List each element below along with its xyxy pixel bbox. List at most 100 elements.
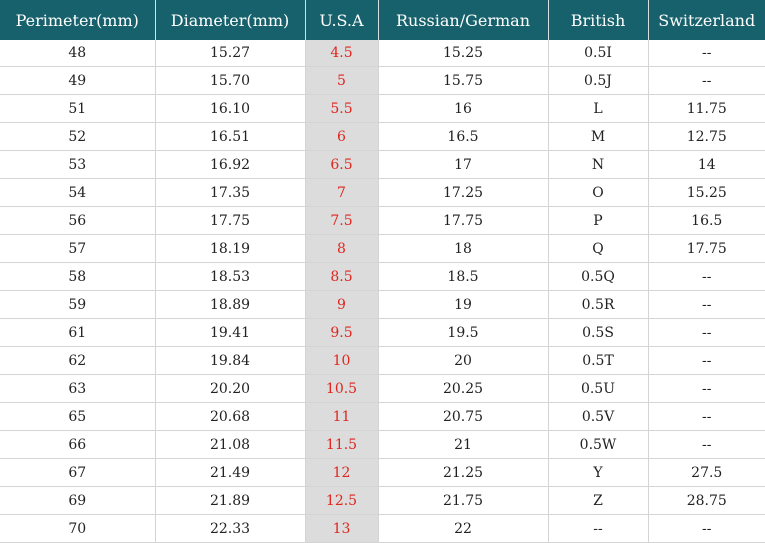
usa-cell: 7.5 bbox=[305, 206, 379, 235]
table-row: 63 20.20 10.5 20.25 0.5U -- bbox=[0, 374, 765, 403]
table-row: 70 22.33 13 22 -- -- bbox=[0, 514, 765, 543]
switzerland-cell: -- bbox=[648, 346, 765, 375]
british-cell: Y bbox=[548, 458, 649, 487]
header-row: Perimeter(mm) Diameter(mm) U.S.A Russian… bbox=[0, 0, 765, 40]
british-cell: -- bbox=[548, 514, 649, 543]
switzerland-cell: 17.75 bbox=[648, 234, 765, 263]
russian-german-cell: 17.25 bbox=[378, 178, 549, 207]
usa-cell: 8 bbox=[305, 234, 379, 263]
perimeter-cell: 62 bbox=[0, 346, 156, 375]
russian-german-cell: 22 bbox=[378, 514, 549, 543]
british-cell: Q bbox=[548, 234, 649, 263]
russian-german-cell: 16 bbox=[378, 94, 549, 123]
russian-german-cell: 15.25 bbox=[378, 40, 549, 67]
usa-cell: 6 bbox=[305, 122, 379, 151]
perimeter-cell: 52 bbox=[0, 122, 156, 151]
british-cell: O bbox=[548, 178, 649, 207]
perimeter-cell: 53 bbox=[0, 150, 156, 179]
british-cell: P bbox=[548, 206, 649, 235]
table-row: 49 15.70 5 15.75 0.5J -- bbox=[0, 66, 765, 95]
table-row: 56 17.75 7.5 17.75 P 16.5 bbox=[0, 206, 765, 235]
british-cell: Z bbox=[548, 486, 649, 515]
usa-cell: 9.5 bbox=[305, 318, 379, 347]
russian-german-cell: 20.25 bbox=[378, 374, 549, 403]
table-row: 69 21.89 12.5 21.75 Z 28.75 bbox=[0, 486, 765, 515]
perimeter-cell: 58 bbox=[0, 262, 156, 291]
russian-german-cell: 15.75 bbox=[378, 66, 549, 95]
usa-cell: 9 bbox=[305, 290, 379, 319]
table-row: 53 16.92 6.5 17 N 14 bbox=[0, 150, 765, 179]
british-cell: M bbox=[548, 122, 649, 151]
perimeter-cell: 67 bbox=[0, 458, 156, 487]
diameter-cell: 22.33 bbox=[155, 514, 306, 543]
british-cell: N bbox=[548, 150, 649, 179]
diameter-cell: 19.41 bbox=[155, 318, 306, 347]
usa-cell: 12.5 bbox=[305, 486, 379, 515]
usa-cell: 8.5 bbox=[305, 262, 379, 291]
table-header: Perimeter(mm) Diameter(mm) U.S.A Russian… bbox=[0, 0, 765, 40]
usa-cell: 13 bbox=[305, 514, 379, 543]
table-row: 48 15.27 4.5 15.25 0.5I -- bbox=[0, 40, 765, 67]
switzerland-cell: -- bbox=[648, 402, 765, 431]
switzerland-cell: -- bbox=[648, 514, 765, 543]
table-row: 65 20.68 11 20.75 0.5V -- bbox=[0, 402, 765, 431]
british-cell: 0.5V bbox=[548, 402, 649, 431]
usa-cell: 11 bbox=[305, 402, 379, 431]
switzerland-cell: -- bbox=[648, 66, 765, 95]
switzerland-cell: -- bbox=[648, 430, 765, 459]
british-cell: 0.5W bbox=[548, 430, 649, 459]
header-usa: U.S.A bbox=[305, 0, 379, 40]
russian-german-cell: 18.5 bbox=[378, 262, 549, 291]
usa-cell: 5.5 bbox=[305, 94, 379, 123]
header-diameter: Diameter(mm) bbox=[155, 0, 306, 40]
usa-cell: 10.5 bbox=[305, 374, 379, 403]
russian-german-cell: 19 bbox=[378, 290, 549, 319]
diameter-cell: 16.51 bbox=[155, 122, 306, 151]
switzerland-cell: -- bbox=[648, 40, 765, 67]
table-row: 59 18.89 9 19 0.5R -- bbox=[0, 290, 765, 319]
diameter-cell: 16.10 bbox=[155, 94, 306, 123]
switzerland-cell: 27.5 bbox=[648, 458, 765, 487]
russian-german-cell: 20.75 bbox=[378, 402, 549, 431]
diameter-cell: 18.53 bbox=[155, 262, 306, 291]
russian-german-cell: 21.25 bbox=[378, 458, 549, 487]
table-row: 61 19.41 9.5 19.5 0.5S -- bbox=[0, 318, 765, 347]
header-british: British bbox=[548, 0, 649, 40]
diameter-cell: 15.70 bbox=[155, 66, 306, 95]
russian-german-cell: 20 bbox=[378, 346, 549, 375]
table-row: 54 17.35 7 17.25 O 15.25 bbox=[0, 178, 765, 207]
usa-cell: 6.5 bbox=[305, 150, 379, 179]
diameter-cell: 21.89 bbox=[155, 486, 306, 515]
perimeter-cell: 57 bbox=[0, 234, 156, 263]
diameter-cell: 21.08 bbox=[155, 430, 306, 459]
british-cell: 0.5T bbox=[548, 346, 649, 375]
switzerland-cell: 11.75 bbox=[648, 94, 765, 123]
table-row: 62 19.84 10 20 0.5T -- bbox=[0, 346, 765, 375]
switzerland-cell: 28.75 bbox=[648, 486, 765, 515]
usa-cell: 4.5 bbox=[305, 40, 379, 67]
perimeter-cell: 70 bbox=[0, 514, 156, 543]
diameter-cell: 17.35 bbox=[155, 178, 306, 207]
diameter-cell: 20.20 bbox=[155, 374, 306, 403]
usa-cell: 5 bbox=[305, 66, 379, 95]
table-row: 58 18.53 8.5 18.5 0.5Q -- bbox=[0, 262, 765, 291]
perimeter-cell: 59 bbox=[0, 290, 156, 319]
diameter-cell: 15.27 bbox=[155, 40, 306, 67]
usa-cell: 7 bbox=[305, 178, 379, 207]
table-row: 57 18.19 8 18 Q 17.75 bbox=[0, 234, 765, 263]
perimeter-cell: 61 bbox=[0, 318, 156, 347]
russian-german-cell: 17 bbox=[378, 150, 549, 179]
diameter-cell: 17.75 bbox=[155, 206, 306, 235]
diameter-cell: 21.49 bbox=[155, 458, 306, 487]
british-cell: 0.5Q bbox=[548, 262, 649, 291]
russian-german-cell: 21 bbox=[378, 430, 549, 459]
switzerland-cell: 14 bbox=[648, 150, 765, 179]
british-cell: 0.5S bbox=[548, 318, 649, 347]
russian-german-cell: 21.75 bbox=[378, 486, 549, 515]
table-row: 51 16.10 5.5 16 L 11.75 bbox=[0, 94, 765, 123]
usa-cell: 10 bbox=[305, 346, 379, 375]
british-cell: 0.5I bbox=[548, 40, 649, 67]
russian-german-cell: 17.75 bbox=[378, 206, 549, 235]
russian-german-cell: 18 bbox=[378, 234, 549, 263]
